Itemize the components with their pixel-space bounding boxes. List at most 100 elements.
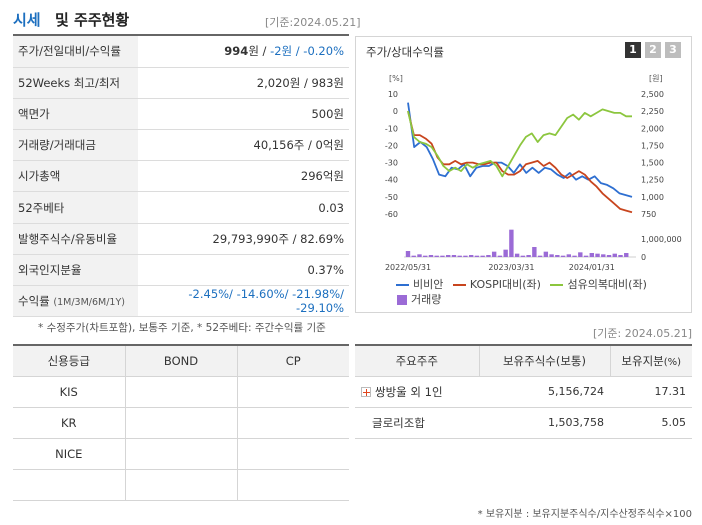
row-value: 29,793,990주 / 82.69%: [138, 223, 349, 255]
rating-agency: NICE: [13, 438, 125, 470]
shareholder-name-cell: 쌍방울 외 1인: [355, 376, 479, 408]
volume-bar: [578, 252, 583, 257]
cp-rating: [236, 407, 349, 439]
volume-bar: [589, 253, 594, 257]
table-row: 52주베타 0.03: [13, 191, 349, 224]
shareholder-name[interactable]: 쌍방울 외 1인: [375, 384, 443, 399]
volume-tick-label: 1,000,000: [641, 235, 682, 244]
table-row: 발행주식수/유동비율 29,793,990주 / 82.69%: [13, 223, 349, 255]
cp-rating: [236, 376, 349, 408]
right-tick-label: 1,250: [641, 176, 664, 185]
volume-bar: [480, 255, 485, 257]
volume-bar: [446, 255, 451, 257]
chart-title: 주가/상대수익률: [366, 45, 444, 59]
chart-legend: 비비안 KOSPI대비(좌) 섬유의복대비(좌) 거래량: [396, 277, 686, 307]
left-tick-label: -40: [385, 176, 398, 185]
bond-rating: [124, 376, 237, 408]
table-row: 쌍방울 외 1인 5,156,724 17.31: [355, 376, 692, 408]
right-tick-label: 2,500: [641, 90, 664, 99]
x-tick-label: 2022/05/31: [385, 263, 431, 272]
table-row: [13, 469, 349, 501]
left-tick-label: -60: [385, 210, 398, 219]
left-tick-label: -50: [385, 193, 398, 202]
table-row: KR: [13, 407, 349, 439]
column-header: 주요주주: [355, 345, 479, 377]
volume-bar: [463, 255, 468, 257]
expand-icon[interactable]: [361, 387, 371, 397]
column-header: 보유주식수(보통): [478, 345, 610, 377]
tab-2[interactable]: 2: [645, 42, 661, 58]
right-tick-label: 2,000: [641, 124, 664, 133]
volume-bar: [520, 255, 526, 257]
row-value: 994원 / -2원 / -0.20%: [138, 36, 349, 68]
legend-label: 섬유의복대비(좌): [567, 278, 647, 291]
volume-bar: [457, 255, 462, 257]
returns-label: 수익률: [18, 294, 50, 309]
bond-rating: [124, 438, 237, 470]
tab-3[interactable]: 3: [665, 42, 681, 58]
volume-bar: [491, 251, 497, 257]
volume-bar: [526, 255, 531, 257]
right-tick-label: 2,250: [641, 107, 664, 116]
row-label: 주가/전일대비/수익률: [13, 36, 138, 68]
relative-return-chart: [%] [원] 10 2,500 0 2,250 -10 2,000 -20 1,750 -30 1,…: [385, 74, 682, 272]
volume-bar: [618, 255, 623, 257]
column-header: CP: [236, 345, 349, 377]
column-header: 보유지분(%): [609, 345, 692, 377]
series-line: [407, 102, 633, 198]
row-label: 수익률 (1M/3M/6M/1Y): [13, 285, 138, 318]
rating-agency: KR: [13, 407, 125, 439]
volume-bar: [566, 254, 572, 257]
volume-bar: [428, 255, 434, 257]
row-value: -2.45%/ -14.60%/ -21.98%/ -29.10%: [138, 285, 349, 318]
table-row: 거래량/거래대금 40,156주 / 0억원: [13, 129, 349, 162]
left-tick-label: -30: [385, 159, 398, 168]
tab-1[interactable]: 1: [625, 42, 641, 58]
column-header: 신용등급: [13, 345, 125, 377]
legend-swatch: [396, 284, 409, 286]
title-accent: 시세: [13, 11, 41, 29]
volume-bar: [601, 254, 606, 257]
reference-date-2: [기준: 2024.05.21]: [592, 327, 692, 340]
rating-agency: [13, 469, 125, 501]
right-axis-unit: [원]: [649, 74, 663, 83]
row-label: 액면가: [13, 98, 138, 131]
volume-bar: [555, 255, 560, 257]
volume-bar: [417, 254, 422, 257]
right-tick-label: 1,750: [641, 141, 664, 150]
legend-swatch: [550, 284, 564, 286]
x-tick-label: 2023/03/31: [488, 263, 534, 272]
table-row: 외국인지분율 0.37%: [13, 254, 349, 287]
bond-rating: [124, 469, 237, 501]
volume-bar: [560, 255, 566, 257]
table-row: KIS: [13, 376, 349, 408]
volume-bar: [451, 255, 457, 257]
holding-unit: (%): [663, 356, 682, 368]
returns-period: (1M/3M/6M/1Y): [53, 297, 125, 309]
price-unit: 원 /: [248, 44, 271, 59]
volume-bar: [572, 255, 577, 257]
volume-bar: [549, 254, 554, 257]
rating-agency: KIS: [13, 376, 125, 408]
volume-bar: [532, 247, 537, 257]
holding-percent: 17.31: [610, 376, 692, 408]
row-value: 0.03: [138, 191, 349, 224]
row-label: 52주베타: [13, 191, 138, 224]
table-row: 수익률 (1M/3M/6M/1Y) -2.45%/ -14.60%/ -21.9…: [13, 285, 349, 318]
volume-bar: [405, 251, 411, 257]
chart-panel: [%] [원] 10 2,500 0 2,250 -10 2,000 -20 1,750 -30 1,…: [355, 36, 692, 313]
left-axis-unit: [%]: [389, 74, 403, 83]
row-label: 시가총액: [13, 160, 138, 193]
current-price: 994: [224, 44, 249, 59]
row-value: 500원: [138, 98, 349, 131]
volume-bar: [537, 255, 543, 257]
legend-label: 거래량: [411, 293, 442, 306]
series-line: [407, 108, 632, 178]
volume-bar: [624, 253, 629, 257]
left-tick-label: -10: [385, 124, 398, 133]
row-label: 거래량/거래대금: [13, 129, 138, 162]
table-header-row: 신용등급 BOND CP: [13, 345, 349, 377]
header-divider: [13, 34, 349, 36]
right-tick-label: 750: [641, 210, 656, 219]
